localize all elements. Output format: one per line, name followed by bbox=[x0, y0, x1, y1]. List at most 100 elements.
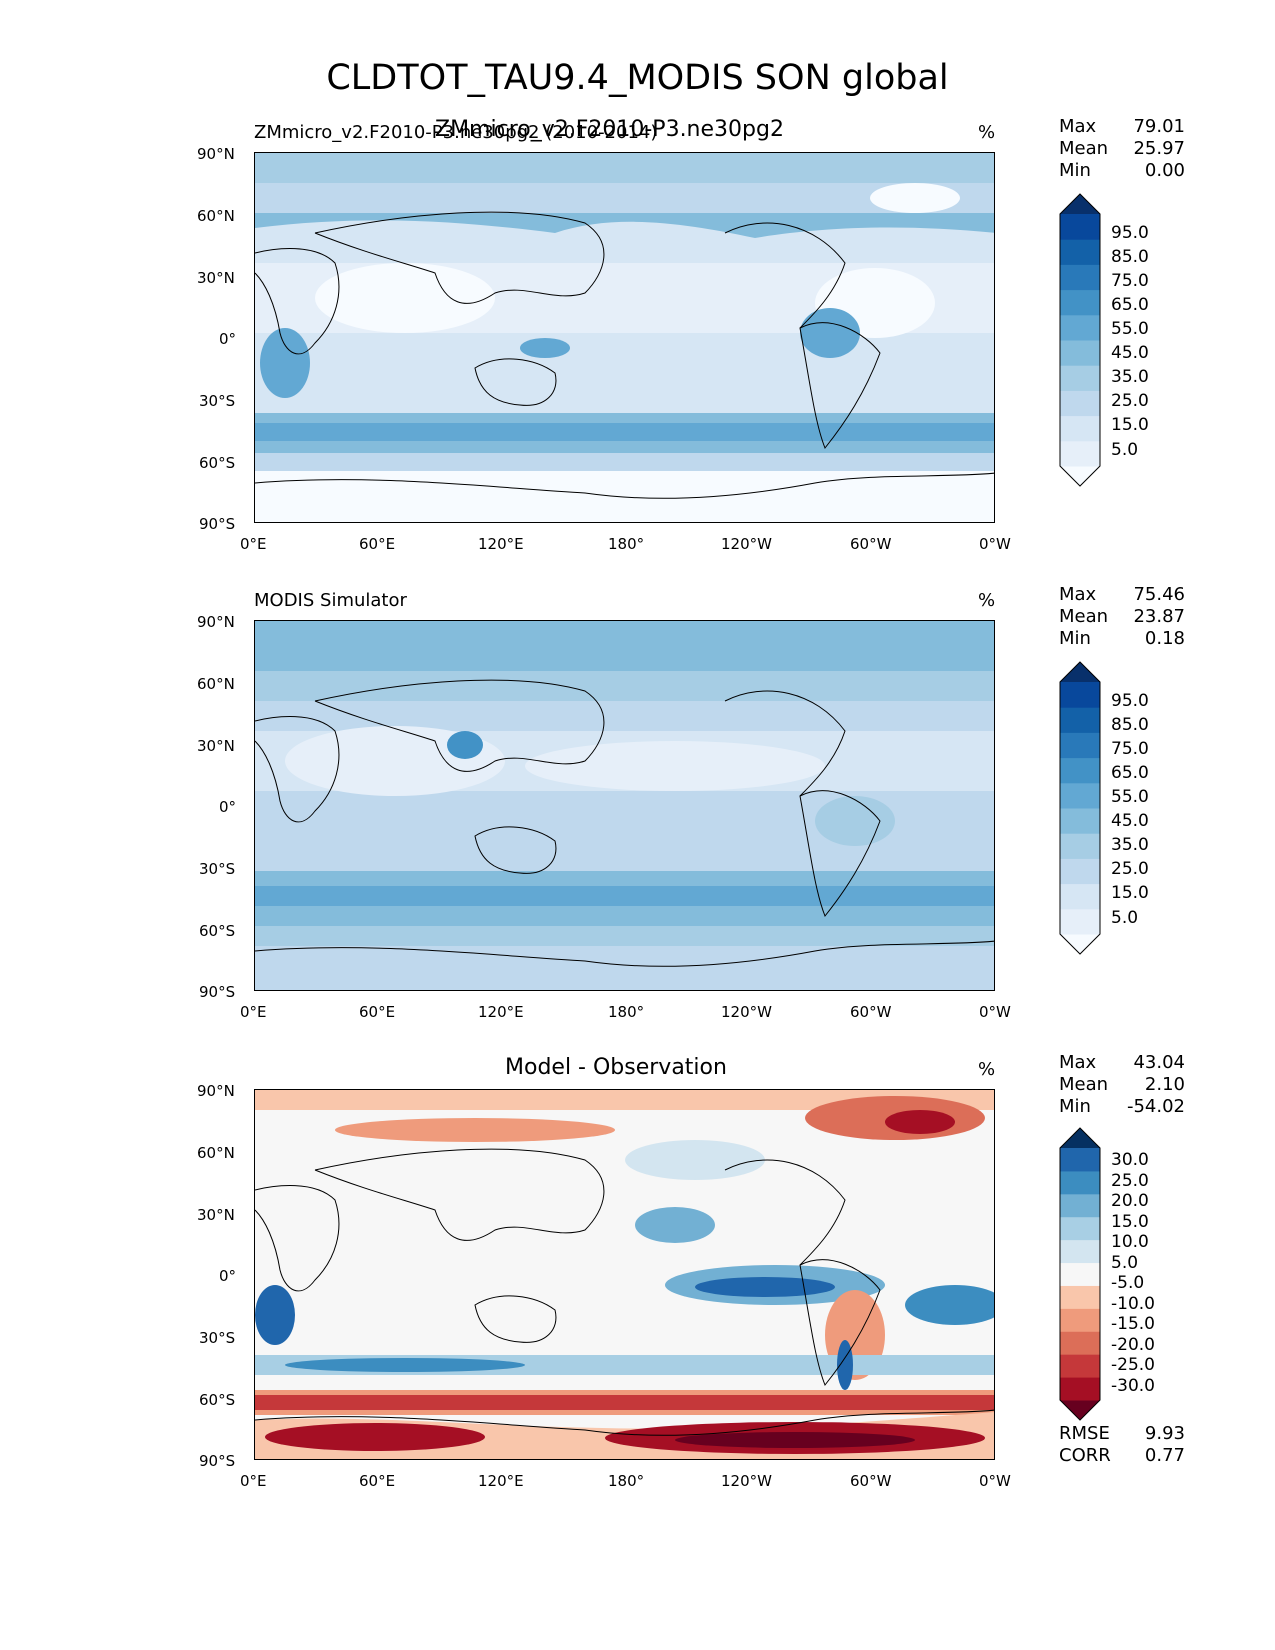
panel2-colorbar bbox=[1059, 661, 1101, 955]
stat-value: 2.10 bbox=[1144, 1074, 1185, 1095]
colorbar-tick: -20.0 bbox=[1111, 1335, 1155, 1355]
colorbar-tick: 55.0 bbox=[1111, 787, 1149, 807]
panel2-lat-60s: 60°S bbox=[199, 922, 236, 940]
colorbar-tick: 45.0 bbox=[1111, 811, 1149, 831]
panel1-stats: Max 79.01 Mean 25.97 Min 0.00 bbox=[1059, 116, 1185, 182]
stat-label: Min bbox=[1059, 628, 1091, 649]
figure-title: CLDTOT_TAU9.4_MODIS SON global bbox=[326, 58, 949, 98]
panel2-stats: Max 75.46 Mean 23.87 Min 0.18 bbox=[1059, 584, 1185, 650]
stat-label: RMSE bbox=[1059, 1423, 1110, 1444]
colorbar-extend-low bbox=[1060, 466, 1100, 486]
colorbar-band bbox=[1060, 782, 1100, 809]
colorbar-band bbox=[1060, 440, 1100, 467]
stat-label: Max bbox=[1059, 584, 1097, 605]
panel1-lon-120e: 120°E bbox=[478, 535, 524, 553]
panel2-lat-90s: 90°S bbox=[199, 983, 236, 1001]
colorbar-tick: 95.0 bbox=[1111, 223, 1149, 243]
panel2-lat-30s: 30°S bbox=[199, 860, 236, 878]
panel3-extra-stats: RMSE 9.93 CORR 0.77 bbox=[1059, 1423, 1185, 1467]
colorbar-tick: 85.0 bbox=[1111, 715, 1149, 735]
panel3-stats: Max 43.04 Mean 2.10 Min -54.02 bbox=[1059, 1052, 1185, 1118]
panel3-lon-0w: 0°W bbox=[979, 1472, 1011, 1490]
colorbar-tick: 5.0 bbox=[1111, 1253, 1139, 1273]
colorbar-band bbox=[1060, 1193, 1100, 1218]
panel3-lat-90s: 90°S bbox=[199, 1452, 236, 1470]
panel2-lat-30n: 30°N bbox=[197, 737, 235, 755]
panel1-lon-0w: 0°W bbox=[979, 535, 1011, 553]
panel3-lon-180: 180° bbox=[608, 1472, 645, 1490]
colorbar-band bbox=[1060, 707, 1100, 733]
colorbar-band bbox=[1060, 239, 1100, 265]
colorbar-extend-high bbox=[1060, 1128, 1100, 1148]
colorbar-extend-high bbox=[1060, 194, 1100, 214]
colorbar-band bbox=[1060, 1308, 1100, 1332]
stat-value: 9.93 bbox=[1144, 1423, 1185, 1444]
colorbar-band bbox=[1060, 1216, 1100, 1241]
stat-value: 0.77 bbox=[1144, 1445, 1185, 1466]
colorbar-band bbox=[1060, 732, 1100, 759]
colorbar-tick: 15.0 bbox=[1111, 415, 1149, 435]
colorbar-band bbox=[1060, 908, 1100, 935]
panel1-center-title: ZMmicro_v2.F2010-P3.ne30pg2 bbox=[435, 117, 784, 142]
colorbar-band bbox=[1060, 858, 1100, 885]
panel2-units: % bbox=[978, 590, 996, 611]
colorbar-tick: -25.0 bbox=[1111, 1355, 1155, 1375]
colorbar-band bbox=[1060, 833, 1100, 859]
colorbar-band bbox=[1060, 1170, 1100, 1195]
stat-value: 75.46 bbox=[1133, 584, 1185, 605]
colorbar-outline bbox=[1059, 1127, 1101, 1421]
colorbar-band bbox=[1060, 883, 1100, 910]
panel1-lat-60n: 60°N bbox=[197, 207, 235, 225]
colorbar-extend-low bbox=[1060, 1400, 1100, 1420]
panel3-lat-0: 0° bbox=[219, 1267, 237, 1285]
panel2-lon-120e: 120°E bbox=[478, 1003, 524, 1021]
colorbar-tick: 25.0 bbox=[1111, 391, 1149, 411]
panel1-lat-30s: 30°S bbox=[199, 392, 236, 410]
colorbar-band bbox=[1060, 264, 1100, 291]
colorbar-band bbox=[1060, 682, 1100, 708]
stat-value: -54.02 bbox=[1126, 1096, 1185, 1117]
colorbar-tick: 25.0 bbox=[1111, 859, 1149, 879]
colorbar-tick: -10.0 bbox=[1111, 1294, 1155, 1314]
panel1-lon-120w: 120°W bbox=[721, 535, 772, 553]
colorbar-tick: 55.0 bbox=[1111, 319, 1149, 339]
colorbar-tick: 35.0 bbox=[1111, 835, 1149, 855]
panel3-lon-120e: 120°E bbox=[478, 1472, 524, 1490]
panel2-left-label: MODIS Simulator bbox=[254, 590, 407, 611]
colorbar-band bbox=[1060, 757, 1100, 784]
stat-value: 0.00 bbox=[1144, 160, 1185, 181]
colorbar-tick: 65.0 bbox=[1111, 295, 1149, 315]
colorbar-band bbox=[1060, 289, 1100, 316]
colorbar-band bbox=[1060, 415, 1100, 442]
panel1-lon-60e: 60°E bbox=[359, 535, 396, 553]
colorbar-tick: 95.0 bbox=[1111, 691, 1149, 711]
stat-label: Mean bbox=[1059, 138, 1109, 159]
stat-value: 0.18 bbox=[1144, 628, 1185, 649]
panel1-lat-60s: 60°S bbox=[199, 454, 236, 472]
colorbar-tick: 75.0 bbox=[1111, 271, 1149, 291]
colorbar-band bbox=[1060, 214, 1100, 240]
colorbar-tick: 75.0 bbox=[1111, 739, 1149, 759]
panel2-lon-0w: 0°W bbox=[979, 1003, 1011, 1021]
stat-value: 25.97 bbox=[1133, 138, 1185, 159]
colorbar-band bbox=[1060, 1285, 1100, 1309]
colorbar-band bbox=[1060, 340, 1100, 366]
colorbar-band bbox=[1060, 365, 1100, 391]
panel2-lon-60e: 60°E bbox=[359, 1003, 396, 1021]
panel1-lon-180: 180° bbox=[608, 535, 645, 553]
colorbar-outline bbox=[1059, 193, 1101, 487]
panel2-lon-0e: 0°E bbox=[240, 1003, 267, 1021]
panel1-lat-30n: 30°N bbox=[197, 269, 235, 287]
panel2-lon-180: 180° bbox=[608, 1003, 645, 1021]
panel3-lat-90n: 90°N bbox=[197, 1082, 235, 1100]
panel1-colorbar bbox=[1059, 193, 1101, 487]
colorbar-tick: 45.0 bbox=[1111, 343, 1149, 363]
colorbar-tick: 25.0 bbox=[1111, 1171, 1149, 1191]
panel3-lat-60s: 60°S bbox=[199, 1391, 236, 1409]
panel2-lat-60n: 60°N bbox=[197, 675, 235, 693]
panel1-lat-0: 0° bbox=[219, 330, 237, 348]
colorbar-tick: 35.0 bbox=[1111, 367, 1149, 387]
colorbar-band bbox=[1060, 1262, 1100, 1286]
panel3-lat-60n: 60°N bbox=[197, 1144, 235, 1162]
stat-label: CORR bbox=[1059, 1445, 1111, 1466]
